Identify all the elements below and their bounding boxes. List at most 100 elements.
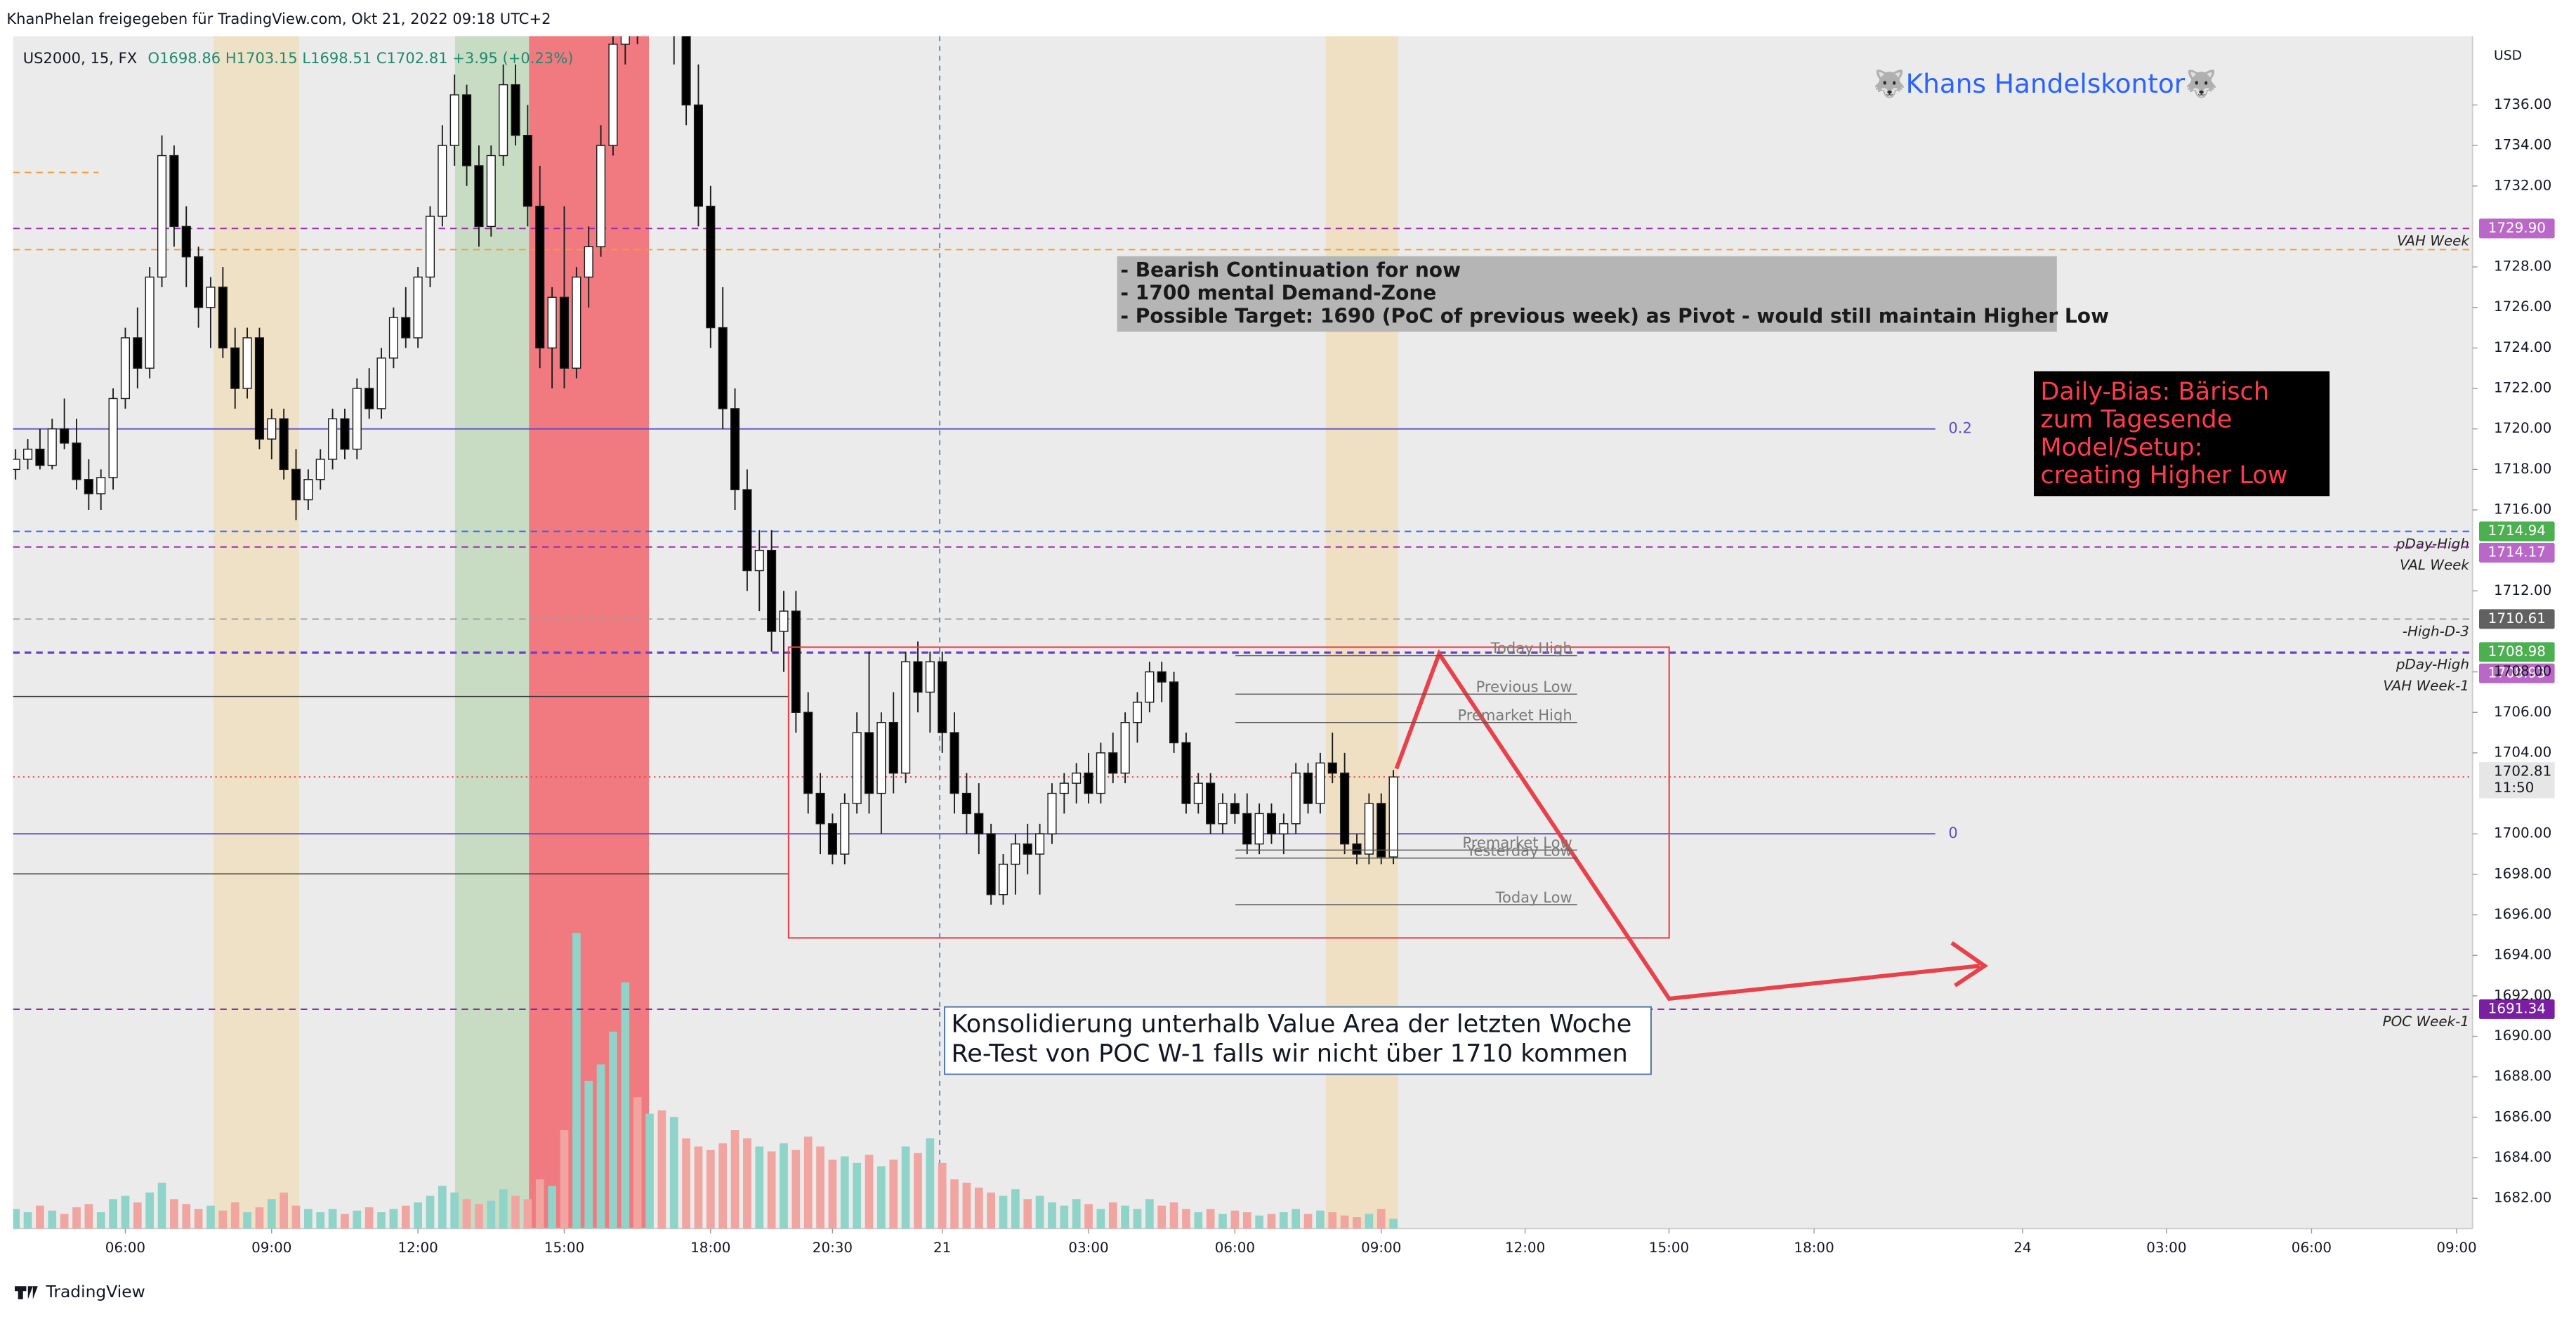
candle-body: [938, 661, 947, 733]
consolidation-box: [944, 1006, 1652, 1075]
volume-bar: [1340, 1215, 1349, 1229]
level-price-box: [2478, 609, 2555, 629]
candle-body: [206, 287, 216, 308]
candle-body: [60, 428, 70, 444]
volume-bar: [280, 1192, 288, 1229]
volume-bar: [84, 1204, 93, 1229]
volume-bar: [560, 1130, 569, 1229]
candle-body: [840, 803, 850, 855]
candle-body: [1023, 843, 1032, 855]
candle-body: [827, 823, 837, 855]
volume-bar: [1316, 1210, 1325, 1229]
volume-bar: [267, 1199, 276, 1229]
candle-body: [194, 256, 204, 308]
level-price-box: [2478, 542, 2555, 563]
volume-bar: [1328, 1212, 1337, 1229]
volume-bar: [938, 1162, 947, 1229]
level-price-box: [2478, 663, 2555, 683]
volume-bar: [291, 1205, 301, 1229]
note-line: - 1700 mental Demand-Zone: [1120, 282, 1436, 305]
candle-body: [303, 479, 313, 501]
candle-body: [986, 833, 996, 895]
candle-body: [267, 418, 277, 440]
projection-arrow: [1394, 649, 1980, 1002]
volume-bar: [1023, 1199, 1032, 1229]
volume-bar: [853, 1162, 862, 1229]
candle-body: [974, 813, 984, 834]
level-price-label: 1714.17: [2488, 544, 2546, 560]
volume-bar: [755, 1146, 764, 1229]
session-highlight: [529, 36, 650, 1229]
volume-bar: [1303, 1214, 1313, 1229]
volume-bar: [304, 1209, 313, 1229]
bias-line: Daily-Bias: Bärisch: [2040, 377, 2269, 406]
y-tick-label: 1706.00: [2494, 704, 2551, 720]
volume-bar: [1230, 1210, 1240, 1229]
candle-body: [1120, 721, 1130, 774]
y-tick-label: 1716.00: [2494, 501, 2551, 518]
volume-bar: [1292, 1209, 1301, 1229]
volume-bar: [1096, 1209, 1105, 1229]
volume-bar: [72, 1207, 81, 1229]
x-tick-label: 09:00: [2436, 1240, 2476, 1256]
candle-body: [279, 418, 289, 471]
level-price-box: [2478, 642, 2555, 662]
volume-bar: [633, 1097, 642, 1229]
volume-bar: [1072, 1199, 1081, 1229]
candle-body: [913, 661, 923, 693]
candle-body: [718, 327, 728, 409]
volume-bar: [255, 1207, 264, 1229]
candle-body: [523, 135, 532, 207]
volume-bar: [669, 1117, 678, 1229]
volume-bar: [1267, 1214, 1276, 1229]
volume-bar: [243, 1212, 251, 1229]
x-tick-label: 20:30: [813, 1240, 853, 1256]
volume-bar: [364, 1207, 374, 1229]
candle-body: [791, 610, 801, 713]
candle-body: [888, 721, 898, 774]
candle-body: [169, 155, 179, 228]
bias-line: zum Tagesende: [2040, 405, 2232, 434]
volume-bar: [1035, 1195, 1044, 1229]
level-name: POC Week-1: [2383, 1013, 2469, 1030]
volume-bar: [828, 1160, 837, 1229]
y-tick-label: 1712.00: [2494, 582, 2551, 598]
volume-bar: [13, 1209, 20, 1229]
candle-body: [425, 216, 435, 278]
volume-bar: [1145, 1199, 1154, 1229]
candle-body: [35, 448, 45, 466]
candle-body: [364, 388, 374, 409]
volume-bar: [780, 1143, 788, 1229]
volume-bar: [182, 1204, 191, 1229]
volume-bar: [389, 1209, 398, 1229]
volume-bar: [316, 1212, 325, 1229]
volume-bar: [109, 1199, 117, 1229]
level-price-label: 1708.98: [2488, 643, 2546, 660]
volume-bar: [1194, 1212, 1203, 1229]
volume-bar: [584, 1080, 593, 1229]
fib-label: 0.2: [1948, 419, 1971, 437]
x-tick-label: 12:00: [1505, 1240, 1545, 1256]
volume-bar: [950, 1179, 959, 1229]
volume-bar: [987, 1192, 995, 1229]
volume-bar: [511, 1195, 520, 1229]
volume-bar: [791, 1150, 801, 1229]
level-price-label: 1691.34: [2488, 1000, 2546, 1016]
x-tick-label: 18:00: [1794, 1240, 1834, 1256]
candle-body: [388, 317, 398, 359]
currency: USD: [2494, 48, 2522, 63]
y-tick-label: 1728.00: [2494, 258, 2551, 275]
candle-body: [1132, 702, 1143, 723]
candle-body: [693, 104, 704, 207]
candle-body: [1193, 782, 1203, 804]
volume-bar: [328, 1209, 337, 1229]
level-name: VAL Week: [2400, 557, 2470, 573]
volume-bar: [230, 1202, 239, 1229]
volume-bar: [450, 1192, 459, 1229]
candle-body: [706, 205, 716, 329]
candle-body: [815, 792, 825, 825]
volume-bar: [816, 1146, 824, 1229]
x-tick-label: 03:00: [2146, 1240, 2186, 1256]
y-tick-label: 1722.00: [2494, 380, 2551, 396]
volume-bar: [840, 1156, 849, 1229]
